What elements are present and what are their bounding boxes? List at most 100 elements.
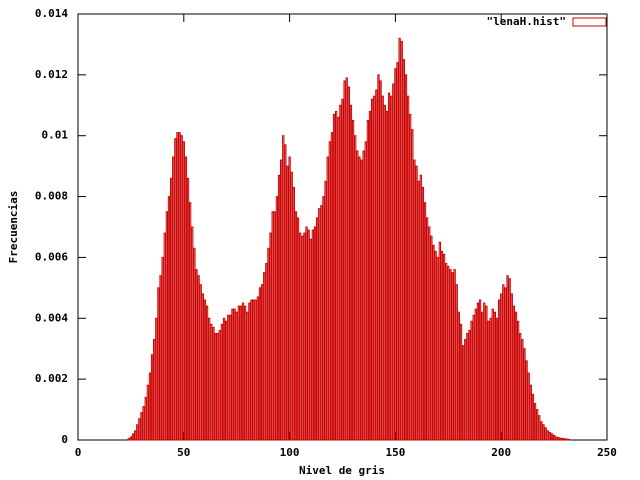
bar xyxy=(254,299,257,441)
bar xyxy=(133,430,137,441)
x-tick-label: 250 xyxy=(597,446,617,459)
bar xyxy=(561,437,564,441)
bar xyxy=(345,77,348,441)
bar xyxy=(533,402,537,441)
bar xyxy=(447,266,450,441)
legend-swatch xyxy=(572,17,607,27)
bar xyxy=(400,40,403,441)
bar xyxy=(434,250,437,441)
y-tick-label: 0.002 xyxy=(35,372,68,385)
bar xyxy=(318,208,321,441)
bar xyxy=(555,436,558,441)
bar xyxy=(343,80,346,441)
bar xyxy=(529,384,532,441)
bar xyxy=(197,275,200,441)
bar xyxy=(510,293,513,441)
y-tick-label: 0 xyxy=(61,433,68,446)
bar xyxy=(161,256,164,441)
bar xyxy=(426,217,429,441)
bar xyxy=(417,180,420,441)
bar xyxy=(550,433,554,441)
bar xyxy=(356,150,359,441)
bar xyxy=(239,305,243,441)
bar xyxy=(136,424,139,441)
bar xyxy=(468,329,471,441)
bar xyxy=(375,89,378,441)
bar xyxy=(519,333,522,441)
bar xyxy=(303,232,306,441)
bar xyxy=(233,308,236,441)
bar xyxy=(379,80,382,441)
bar xyxy=(231,308,234,441)
bar xyxy=(294,211,298,441)
bar xyxy=(252,299,255,441)
bar xyxy=(269,232,272,441)
bar xyxy=(313,226,317,441)
bar xyxy=(567,438,571,441)
bar xyxy=(368,110,372,441)
bar xyxy=(347,86,350,441)
bar xyxy=(193,247,196,441)
bar xyxy=(548,431,552,441)
x-axis-label: Nivel de gris xyxy=(299,464,385,477)
bar xyxy=(438,241,441,441)
bar xyxy=(127,437,130,441)
bar xyxy=(491,308,494,441)
bar xyxy=(244,305,247,441)
y-tick-label: 0.014 xyxy=(35,7,68,20)
bar xyxy=(163,232,166,441)
bar xyxy=(167,196,171,441)
bar xyxy=(516,320,520,441)
bar xyxy=(309,238,312,441)
bar xyxy=(563,438,566,441)
bar xyxy=(218,329,221,441)
bar xyxy=(195,269,198,441)
bar xyxy=(275,196,279,441)
bar xyxy=(146,384,149,441)
bar xyxy=(246,311,249,441)
bar xyxy=(354,135,357,441)
bar xyxy=(241,302,245,441)
bar xyxy=(436,256,439,441)
bar xyxy=(322,196,325,441)
bar xyxy=(383,104,386,441)
bar xyxy=(224,320,228,441)
bar xyxy=(263,272,266,441)
bar xyxy=(459,323,463,441)
bar xyxy=(140,412,143,441)
bar xyxy=(394,68,397,441)
bar xyxy=(387,92,391,441)
bar xyxy=(305,226,308,441)
bar xyxy=(409,113,412,441)
bar xyxy=(542,424,545,441)
bar xyxy=(370,98,374,441)
bar xyxy=(307,229,310,441)
bar xyxy=(129,436,133,441)
bar xyxy=(267,247,270,441)
bar xyxy=(495,317,499,441)
legend-label: "lenaH.hist" xyxy=(487,15,566,28)
bar xyxy=(430,235,433,441)
bar xyxy=(258,287,262,441)
bar xyxy=(273,211,276,441)
bar xyxy=(559,437,562,441)
bar xyxy=(497,299,501,441)
bar xyxy=(250,299,253,441)
x-tick-label: 150 xyxy=(385,446,405,459)
y-tick-label: 0.006 xyxy=(35,250,68,263)
bar xyxy=(419,174,422,441)
bar xyxy=(282,135,285,441)
x-tick-label: 100 xyxy=(280,446,300,459)
bar xyxy=(413,159,416,441)
bar xyxy=(508,278,511,441)
bar xyxy=(514,311,518,441)
bar xyxy=(449,269,452,441)
bar xyxy=(360,159,363,441)
bar xyxy=(182,141,185,441)
bar xyxy=(142,406,145,441)
bar xyxy=(377,74,380,441)
bar xyxy=(191,226,194,441)
bar xyxy=(423,202,427,441)
bar xyxy=(421,186,425,441)
y-tick-label: 0.012 xyxy=(35,68,68,81)
